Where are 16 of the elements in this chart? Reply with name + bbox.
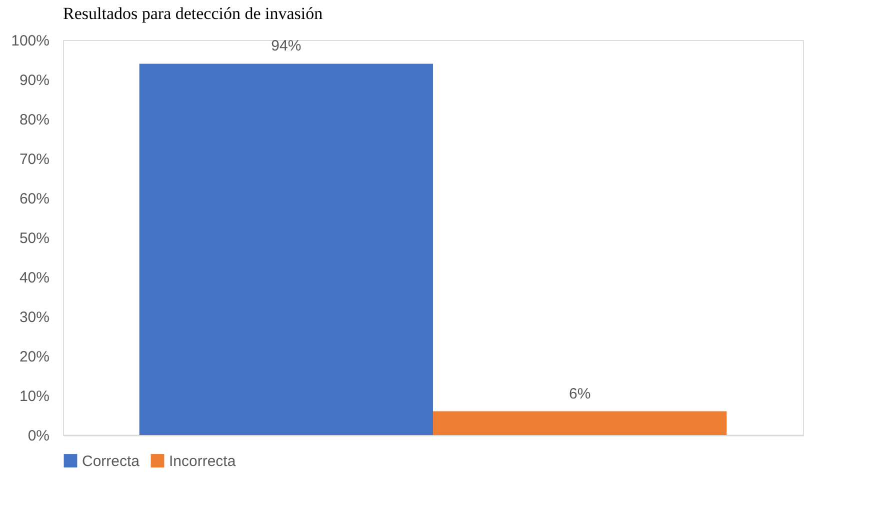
legend-label: Incorrecta xyxy=(169,452,236,470)
y-tick-label: 0% xyxy=(28,428,50,444)
data-label: 6% xyxy=(568,385,591,402)
legend-label: Correcta xyxy=(82,452,140,470)
y-tick-label: 50% xyxy=(19,230,50,247)
y-tick-label: 30% xyxy=(19,309,50,326)
y-tick-label: 60% xyxy=(19,190,50,208)
y-tick-label: 90% xyxy=(19,72,50,89)
y-tick-label: 100% xyxy=(11,32,50,50)
y-tick-label: 70% xyxy=(19,151,50,168)
y-tick-label: 10% xyxy=(19,388,50,405)
y-tick-label: 40% xyxy=(19,270,50,286)
y-tick-label: 20% xyxy=(19,348,50,366)
y-tick-label: 80% xyxy=(19,112,50,128)
chart-title: Resultados para detección de invasión xyxy=(63,4,324,23)
data-label: 94% xyxy=(271,38,302,55)
